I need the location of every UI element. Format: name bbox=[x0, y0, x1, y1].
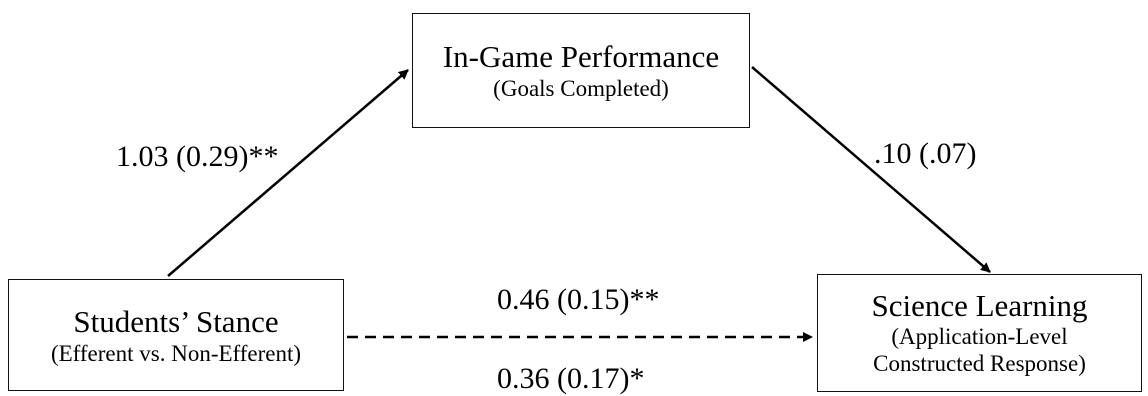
path-a-arrow bbox=[167, 69, 409, 277]
outcome-subtitle-line1: (Application-Level bbox=[891, 324, 1068, 349]
predictor-title: Students’ Stance bbox=[73, 304, 279, 339]
mediator-subtitle: (Goals Completed) bbox=[493, 75, 669, 101]
outcome-box: Science Learning (Application-Level Cons… bbox=[817, 274, 1142, 392]
path-c-total-coefficient: 0.46 (0.15)** bbox=[497, 283, 660, 316]
path-b-arrow bbox=[751, 66, 991, 273]
path-b-coefficient: .10 (.07) bbox=[874, 137, 977, 170]
path-a-coefficient: 1.03 (0.29)** bbox=[116, 140, 279, 173]
predictor-subtitle: (Efferent vs. Non-Efferent) bbox=[50, 341, 302, 366]
mediator-box: In-Game Performance (Goals Completed) bbox=[412, 13, 750, 128]
outcome-title: Science Learning bbox=[871, 288, 1088, 323]
outcome-subtitle-line2: Constructed Response) bbox=[873, 351, 1086, 376]
path-c-direct-coefficient: 0.36 (0.17)* bbox=[497, 362, 645, 395]
predictor-box: Students’ Stance (Efferent vs. Non-Effer… bbox=[8, 279, 344, 391]
mediator-title: In-Game Performance bbox=[442, 38, 720, 74]
